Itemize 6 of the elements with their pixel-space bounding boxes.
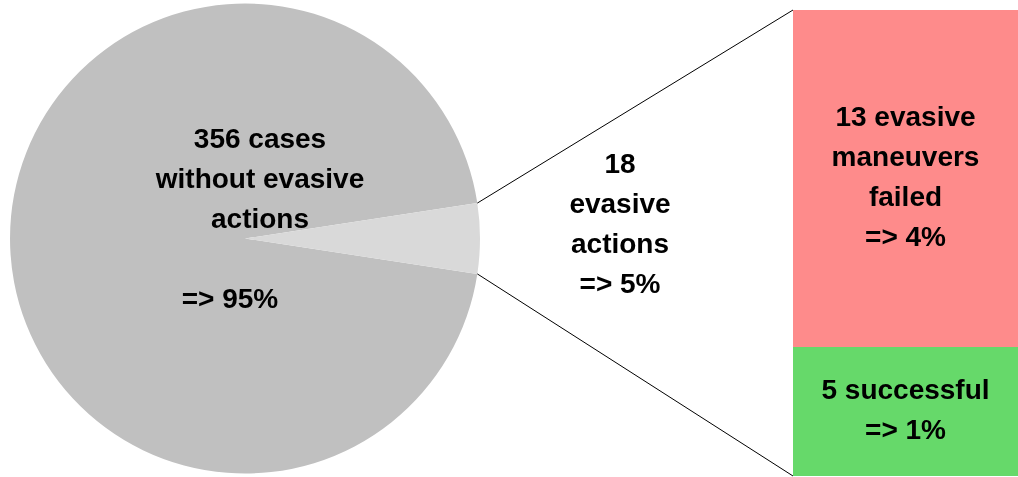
slice-label: 356 cases without evasive actions <box>154 123 365 235</box>
data-label: => 95% <box>181 283 279 315</box>
data-label: 13 evasive maneuvers failed => 4% <box>831 101 980 252</box>
data-label: 5 successful => 1% <box>821 374 990 445</box>
data-label: => 5% <box>579 268 661 300</box>
slice-label: 18 evasive actions <box>569 148 671 260</box>
